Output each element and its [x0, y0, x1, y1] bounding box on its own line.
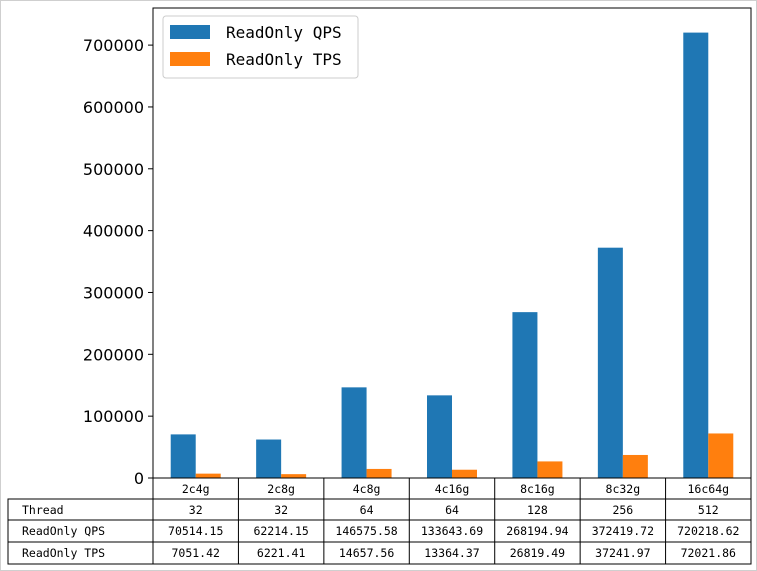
- y-tick-label: 200000: [83, 345, 144, 364]
- table-cell: 512: [698, 503, 719, 517]
- table-cell: 256: [612, 503, 633, 517]
- table-column-header: 4c16g: [435, 482, 470, 496]
- y-tick-label: 700000: [83, 36, 144, 55]
- table-row-label: ReadOnly QPS: [22, 524, 105, 538]
- y-axis: 0 100000 200000 300000 400000 500000 600000 700…: [83, 36, 153, 488]
- bar-tps: [537, 461, 563, 478]
- bar-tps: [708, 433, 734, 478]
- y-tick-label: 300000: [83, 283, 144, 302]
- table-cell: 64: [445, 503, 459, 517]
- legend-swatch: [170, 52, 210, 66]
- legend-swatch: [170, 25, 210, 39]
- table-row-label: Thread: [22, 503, 64, 517]
- data-table: 2c4g 2c8g 4c8g 4c16g 8c16g 8c32g 16c64g Thread 3…: [7, 477, 752, 565]
- table-cell: 14657.56: [339, 546, 394, 560]
- y-tick-label: 500000: [83, 160, 144, 179]
- table-cell: 268194.94: [506, 524, 568, 538]
- table-cell: 62214.15: [253, 524, 308, 538]
- bar-qps: [512, 312, 538, 478]
- table-cell: 32: [274, 503, 288, 517]
- table-cell: 72021.86: [681, 546, 736, 560]
- bar-tps: [622, 454, 648, 478]
- table-cell: 32: [189, 503, 203, 517]
- y-tick-label: 400000: [83, 222, 144, 241]
- table-cell: 146575.58: [335, 524, 397, 538]
- table-cell: 720218.62: [677, 524, 739, 538]
- bar-qps: [597, 247, 623, 478]
- bar-tps: [195, 473, 221, 478]
- table-row-label: ReadOnly TPS: [22, 546, 105, 560]
- bar-tps: [281, 474, 307, 478]
- legend-label: ReadOnly QPS: [226, 23, 342, 42]
- table-column-header: 4c8g: [353, 482, 381, 496]
- table-cell: 6221.41: [257, 546, 306, 560]
- bar-qps: [683, 32, 709, 478]
- legend: ReadOnly QPS ReadOnly TPS: [162, 15, 359, 79]
- table-cell: 70514.15: [168, 524, 223, 538]
- bar-qps: [170, 434, 196, 478]
- table-cell: 372419.72: [592, 524, 654, 538]
- bar-qps: [256, 439, 282, 478]
- table-column-header: 8c16g: [520, 482, 555, 496]
- legend-box: [162, 15, 359, 79]
- y-tick-label: 100000: [83, 407, 144, 426]
- table-cell: 128: [527, 503, 548, 517]
- table-row-border: [152, 541, 752, 565]
- bar-tps: [452, 469, 477, 478]
- table-cell: 64: [360, 503, 374, 517]
- table-column-header: 2c4g: [182, 482, 210, 496]
- table-column-header: 8c32g: [606, 482, 641, 496]
- y-tick-label: 600000: [83, 98, 144, 117]
- bars: [170, 32, 734, 478]
- bar-tps: [366, 468, 392, 478]
- table-cell: 26819.49: [510, 546, 565, 560]
- y-tick-label: 0: [134, 469, 144, 488]
- table-column-header: 16c64g: [688, 482, 730, 496]
- bar-qps: [427, 395, 452, 478]
- table-cell: 37241.97: [595, 546, 650, 560]
- legend-label: ReadOnly TPS: [226, 50, 342, 69]
- bar-qps: [341, 387, 367, 478]
- table-cell: 13364.37: [424, 546, 479, 560]
- table-column-header: 2c8g: [267, 482, 295, 496]
- table-cell: 133643.69: [421, 524, 483, 538]
- table-cell: 7051.42: [171, 546, 219, 560]
